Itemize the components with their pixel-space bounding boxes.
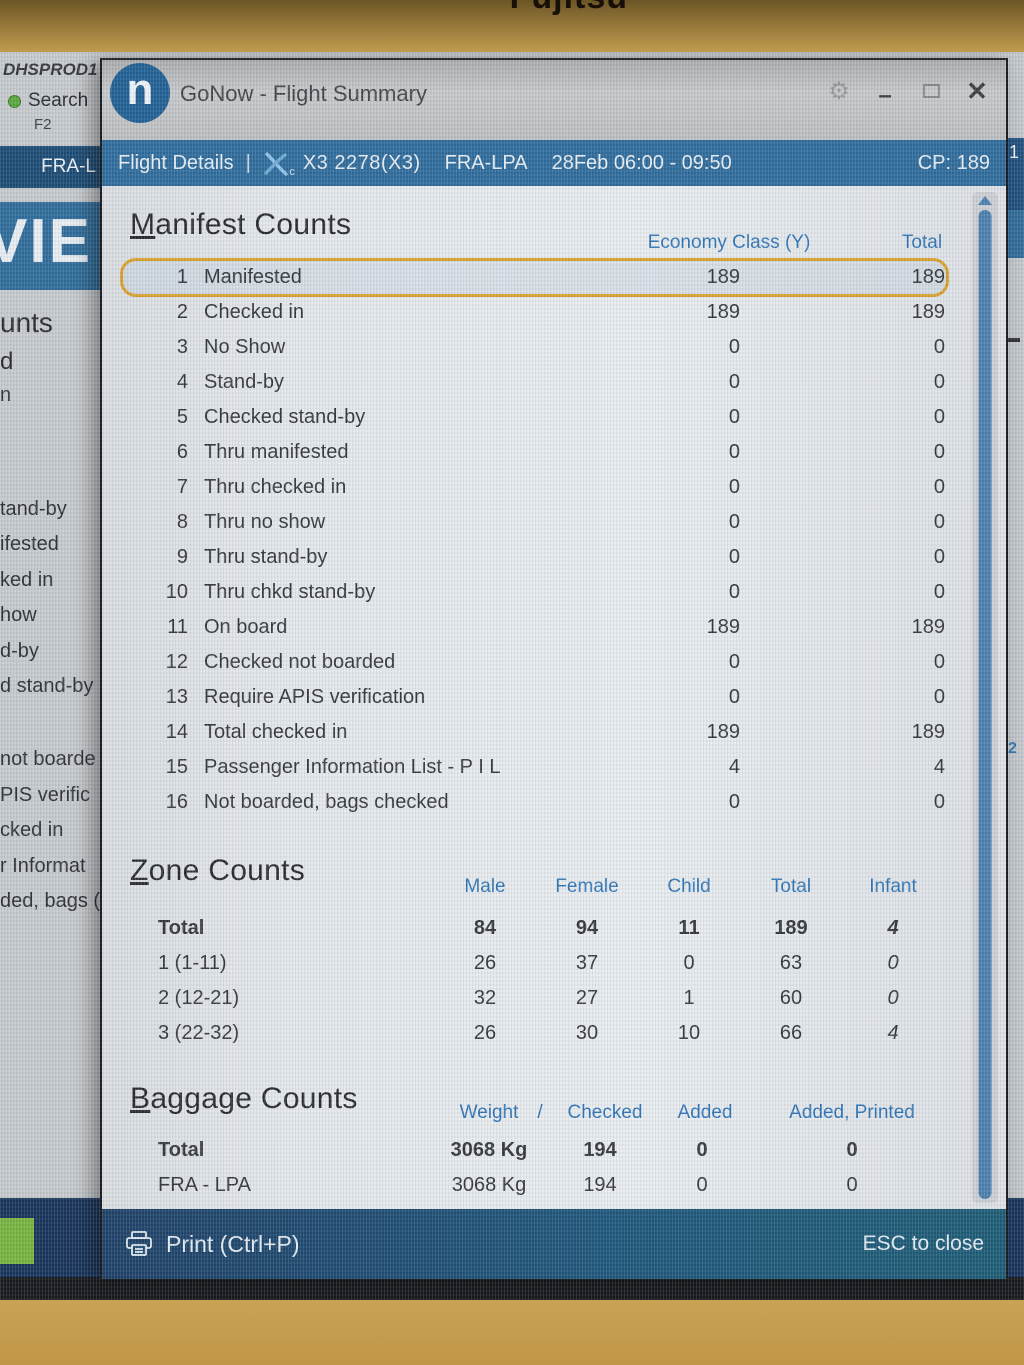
scrollbar-up-arrow-icon[interactable] [978, 196, 992, 205]
zone-column-headers: Male Female Child Total Infant [130, 876, 945, 898]
print-button[interactable]: Print (Ctrl+P) [124, 1230, 300, 1258]
baggage-row-total: Total 3068 Kg 194 0 0 [158, 1139, 858, 1161]
flight-summary-dialog: n GoNow - Flight Summary ⚙ – ✕ Flight De… [100, 58, 1008, 1279]
manifest-row-thru-checked-in[interactable]: 7 Thru checked in 0 0 [176, 476, 945, 498]
search-button[interactable]: Search [8, 90, 88, 112]
manifest-row-thru-no-show[interactable]: 8 Thru no show 0 0 [176, 511, 945, 533]
manifest-row-thru-stand-by[interactable]: 9 Thru stand-by 0 0 [176, 546, 945, 568]
manifest-row-manifested[interactable]: 1 Manifested 189 189 [120, 258, 949, 297]
zone-table: Total 84 94 11 189 4 1 (1-11) 26 37 0 63… [102, 911, 1006, 1051]
manifest-row-thru-chkd-stand-by[interactable]: 10 Thru chkd stand-by 0 0 [165, 581, 945, 603]
column-header-total: Total [901, 232, 943, 253]
column-header-added: Added [677, 1102, 733, 1123]
column-header-weight: Weight [459, 1102, 519, 1123]
dialog-content: Manifest Counts Economy Class (Y) Total … [102, 186, 1006, 1209]
flight-details-label: Flight Details [118, 151, 234, 174]
manifest-row-thru-manifested[interactable]: 6 Thru manifested 0 0 [176, 441, 945, 463]
zone-row-total: Total 84 94 11 189 4 [158, 917, 899, 939]
manifest-counts-title: Manifest Counts [130, 208, 352, 241]
background-big-text: VIE [0, 207, 92, 276]
print-label: Print (Ctrl+P) [166, 1230, 300, 1257]
zone-row-2: 2 (12-21) 32 27 1 60 0 [158, 987, 899, 1009]
manifest-row-checked-stand-by[interactable]: 5 Checked stand-by 0 0 [176, 406, 945, 428]
background-window-left: DHSPROD1 Search F2 FRA-L VIE unts d n ta… [0, 52, 102, 1277]
printer-icon [126, 1231, 152, 1256]
scrollbar[interactable] [972, 192, 998, 1203]
column-header-female: Female [555, 876, 619, 897]
column-header-male: Male [464, 876, 506, 897]
close-button[interactable]: ✕ [966, 75, 988, 106]
flight-datetime: 28Feb 06:00 - 09:50 [551, 151, 732, 174]
manifest-row-checked-in[interactable]: 2 Checked in 189 189 [176, 301, 945, 323]
status-dot-icon [8, 94, 21, 108]
maximize-button[interactable] [916, 78, 946, 104]
background-text-fragments: unts d n [0, 307, 53, 406]
settings-gear-icon[interactable]: ⚙ [828, 77, 850, 105]
background-right-dash [1008, 338, 1020, 342]
zone-row-3: 3 (22-32) 26 30 10 66 4 [158, 1022, 899, 1044]
background-right-banner [1006, 210, 1024, 258]
window-title: GoNow - Flight Summary [180, 81, 427, 106]
search-label: Search [28, 90, 89, 111]
cp-count: CP: 189 [917, 151, 990, 174]
zone-counts-title: Zone Counts [130, 854, 306, 887]
background-green-button[interactable] [0, 1218, 34, 1264]
dialog-footer: Print (Ctrl+P) ESC to close [102, 1209, 1006, 1279]
monitor-bezel-top: Fujitsu [0, 0, 1024, 52]
system-label: DHSPROD1 [3, 60, 98, 79]
gonow-logo: n [110, 63, 170, 123]
header-separator: | [245, 151, 251, 174]
baggage-row-fra-lpa: FRA - LPA 3068 Kg 194 0 0 [158, 1174, 858, 1196]
column-header-infant: Infant [869, 876, 917, 897]
monitor-brand: Fujitsu [510, 0, 628, 17]
flight-details-header: Flight Details | c X3 2278(X3) FRA-LPA 2… [102, 140, 1006, 186]
screen-edge [0, 1277, 1024, 1300]
manifest-row-checked-not-boarded[interactable]: 12 Checked not boarded 0 0 [165, 651, 945, 673]
search-shortcut: F2 [34, 116, 52, 133]
scrollbar-thumb[interactable] [978, 210, 992, 1199]
column-header-child: Child [667, 876, 711, 897]
column-header-slash: / [537, 1102, 543, 1123]
manifest-row-not-boarded-bags-checked[interactable]: 16 Not boarded, bags checked 0 0 [165, 791, 945, 813]
manifest-row-stand-by[interactable]: 4 Stand-by 0 0 [176, 371, 945, 393]
column-header-zone-total: Total [770, 876, 812, 897]
manifest-row-no-show[interactable]: 3 No Show 0 0 [176, 336, 945, 358]
background-tab-fra-l[interactable]: FRA-L [0, 146, 102, 188]
background-manifest-fragments: tand-by ifested ked in how d-by d stand-… [0, 498, 101, 912]
manifest-row-total-checked-in[interactable]: 14 Total checked in 189 189 [165, 721, 945, 743]
background-right-header: 1 [1006, 138, 1024, 210]
zone-row-1: 1 (1-11) 26 37 0 63 0 [158, 952, 899, 974]
column-header-added-printed: Added, Printed [789, 1102, 915, 1123]
column-header-economy: Economy Class (Y) [647, 232, 811, 253]
minimize-button[interactable]: – [878, 82, 892, 109]
baggage-counts-title: Baggage Counts [130, 1082, 358, 1115]
monitor-bezel-bottom [0, 1300, 1024, 1365]
background-flight-banner: VIE [0, 202, 102, 290]
manifest-row-require-apis[interactable]: 13 Require APIS verification 0 0 [165, 686, 945, 708]
flight-number: X3 2278(X3) [302, 151, 421, 174]
esc-to-close-hint: ESC to close [862, 1232, 984, 1255]
manifest-table: 1 Manifested 189 189 2 Checked in 189 189 3 No … [120, 258, 949, 820]
manifest-row-on-board[interactable]: 11 On board 189 189 [167, 616, 945, 638]
airline-x3-logo-icon: c [263, 149, 295, 178]
column-header-checked: Checked [567, 1102, 643, 1123]
dialog-titlebar: n GoNow - Flight Summary ⚙ – ✕ [102, 60, 1006, 140]
screen: DHSPROD1 Search F2 FRA-L VIE unts d n ta… [0, 52, 1024, 1300]
flight-route: FRA-LPA [444, 151, 528, 174]
background-right-number: 2 [1008, 740, 1017, 757]
background-window-right: 1 2 [1006, 52, 1024, 1277]
